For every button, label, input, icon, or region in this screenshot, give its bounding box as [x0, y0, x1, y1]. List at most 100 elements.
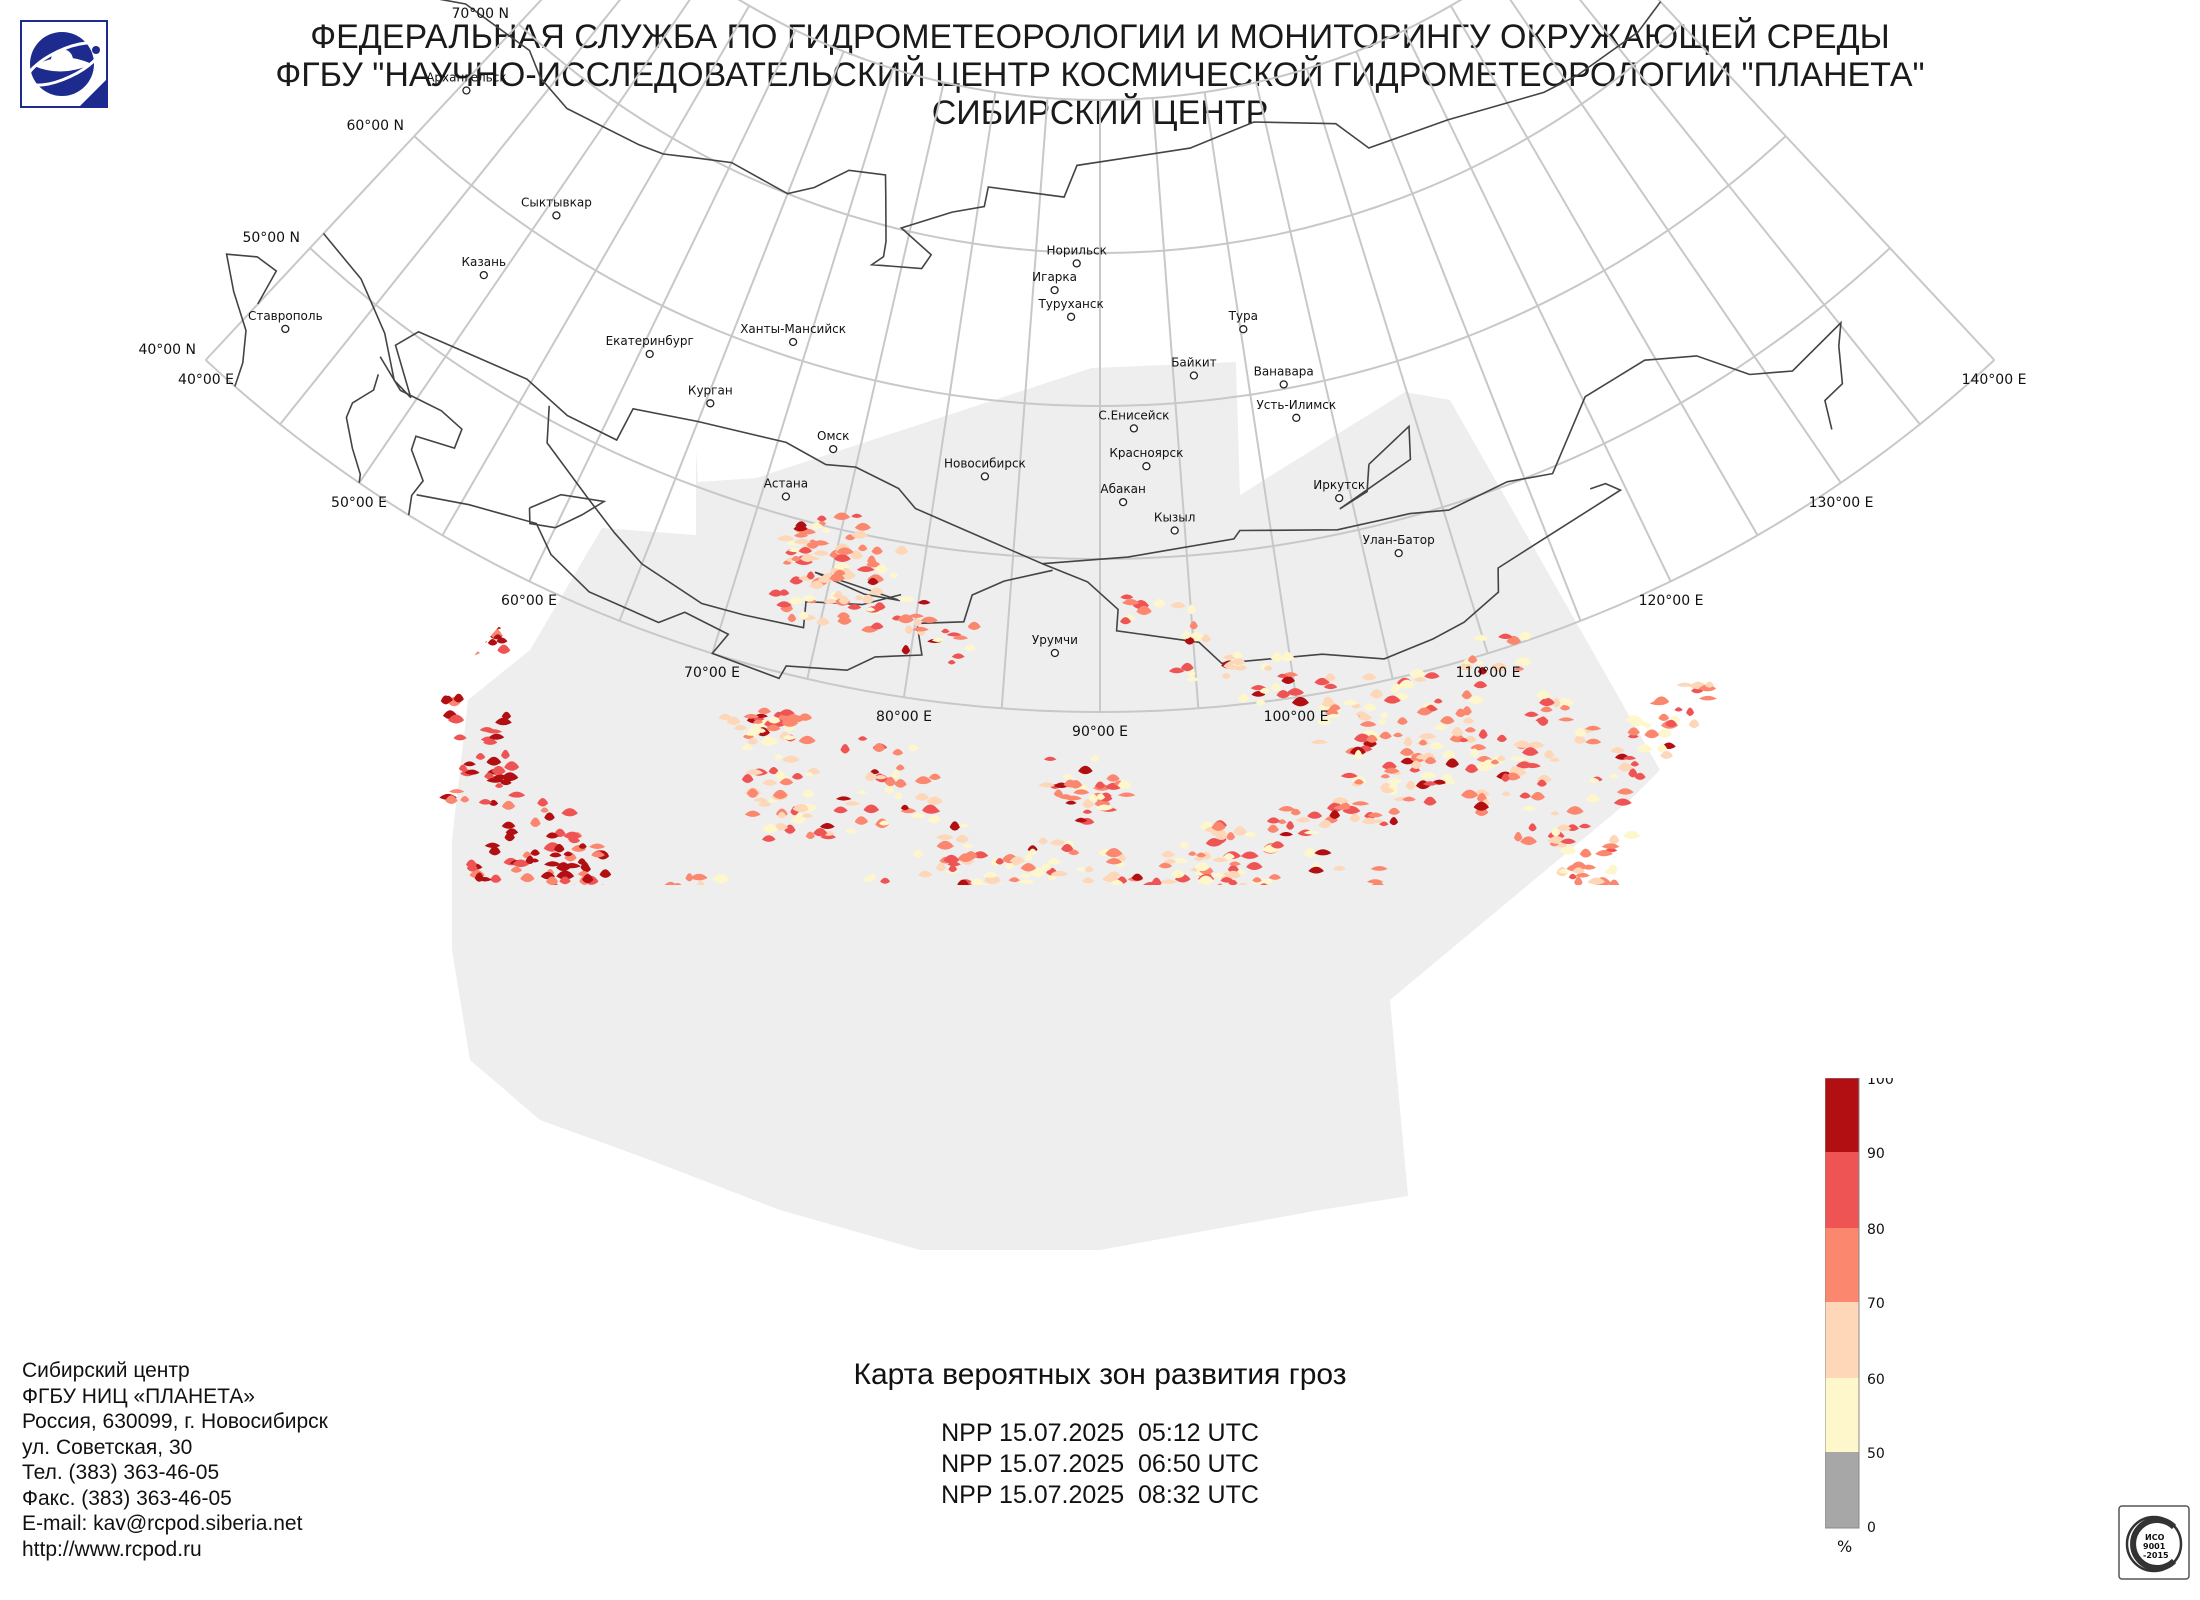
storm-cell	[1519, 792, 1531, 799]
storm-cell	[847, 604, 862, 610]
storm-cell	[1189, 631, 1204, 640]
boundary-line	[345, 374, 380, 483]
storm-cell	[505, 828, 519, 835]
storm-cell	[935, 862, 946, 872]
contacts-block: Сибирский центр ФГБУ НИЦ «ПЛАНЕТА» Росси…	[22, 1358, 328, 1562]
storm-cell	[1229, 1238, 1243, 1246]
boundary-line	[225, 253, 278, 387]
storm-cell	[949, 821, 960, 831]
storm-cell	[1497, 755, 1506, 762]
legend-band-50-60	[1825, 1378, 1859, 1452]
storm-cell	[1314, 677, 1330, 686]
city-marker	[706, 399, 715, 408]
meridian	[1657, 0, 1996, 361]
storm-cell	[914, 776, 932, 785]
storm-cell	[1238, 1234, 1248, 1240]
storm-cell	[546, 876, 559, 885]
city-label: Сыктывкар	[521, 195, 592, 209]
storm-cell	[1020, 863, 1037, 872]
storm-cell	[1215, 832, 1227, 841]
storm-cell	[851, 530, 868, 539]
longitude-label: 110°00 E	[1456, 665, 1521, 681]
storm-cell	[1377, 718, 1387, 725]
storm-cell	[835, 796, 852, 801]
contact-line: ФГБУ НИЦ «ПЛАНЕТА»	[22, 1384, 255, 1408]
storm-cell	[1544, 749, 1555, 759]
storm-cell	[1108, 871, 1121, 878]
storm-cell	[1223, 1232, 1240, 1237]
legend-band-0-50	[1825, 1452, 1859, 1528]
storm-cell	[898, 596, 915, 602]
storm-cell	[504, 761, 520, 771]
storm-cell	[1387, 778, 1402, 784]
meridian	[711, 68, 895, 654]
storm-cell	[1464, 727, 1476, 733]
storm-cell	[1110, 879, 1124, 885]
storm-cell	[1383, 767, 1400, 774]
meridian	[1578, 0, 1921, 425]
storm-cell	[1403, 736, 1413, 747]
storm-cell	[1561, 699, 1574, 706]
storm-cell	[1248, 1234, 1265, 1240]
storm-cell	[1040, 863, 1052, 871]
storm-cell	[1153, 598, 1166, 608]
storm-cell	[433, 634, 443, 644]
storm-cell	[461, 643, 476, 649]
storm-cell	[540, 807, 549, 813]
storm-cell	[1117, 792, 1136, 797]
probability-legend: 100 90 80 70 60 50 0 %	[1825, 1078, 1894, 1556]
storm-cell	[458, 764, 468, 772]
legend-tick-0: 0	[1867, 1520, 1876, 1536]
storm-cell	[1239, 1226, 1248, 1232]
storm-cell	[563, 851, 573, 857]
iso-badge-line1: ИСО	[2145, 1533, 2165, 1542]
city-label: Урумчи	[1032, 633, 1078, 647]
storm-cell	[1151, 877, 1162, 885]
city-marker	[281, 324, 290, 334]
storm-cell	[753, 1207, 765, 1213]
storm-cell	[1281, 675, 1295, 684]
storm-cell	[1575, 872, 1590, 878]
storm-cell	[1429, 742, 1445, 750]
storm-cell	[1228, 879, 1238, 885]
storm-cell	[1514, 666, 1525, 671]
storm-cell	[1574, 876, 1583, 885]
storm-cell	[1232, 651, 1243, 659]
storm-cell	[928, 814, 941, 824]
meridian	[902, 91, 997, 698]
storm-cell	[920, 616, 938, 623]
storm-cell	[746, 788, 759, 797]
storm-cell	[856, 790, 867, 795]
storm-cell	[854, 816, 869, 825]
storm-cell	[1158, 862, 1173, 869]
legend-tick-50: 50	[1867, 1446, 1885, 1462]
storm-cell	[1381, 761, 1397, 770]
storm-cell	[1549, 757, 1560, 762]
city-label: Красноярск	[1109, 446, 1183, 460]
meridian	[441, 5, 751, 536]
storm-cell	[1688, 719, 1700, 729]
storm-cell	[1578, 823, 1591, 829]
storm-cell	[464, 769, 480, 775]
storm-cell	[1078, 765, 1093, 775]
storm-cell	[1307, 811, 1323, 819]
storm-cell	[1320, 819, 1332, 826]
storm-cell	[1189, 621, 1198, 630]
storm-cell	[501, 711, 512, 720]
storm-cell	[813, 828, 828, 837]
storm-cell	[1233, 1235, 1248, 1243]
storm-cell	[767, 1210, 783, 1215]
storm-cell	[1215, 1228, 1228, 1236]
storm-cell	[1062, 774, 1074, 780]
storm-cell	[696, 880, 706, 885]
storm-cell	[712, 873, 730, 884]
storm-cell	[1490, 759, 1500, 765]
legend-band-90-100	[1825, 1078, 1859, 1152]
legend-tick-100: 100	[1867, 1078, 1894, 1088]
storm-cell	[821, 528, 831, 533]
iso-badge-line3: -2015	[2143, 1551, 2169, 1560]
storm-cell	[1608, 864, 1618, 872]
storm-cell	[556, 870, 575, 880]
longitude-label: 50°00 E	[331, 495, 387, 511]
city-marker	[1279, 380, 1288, 389]
